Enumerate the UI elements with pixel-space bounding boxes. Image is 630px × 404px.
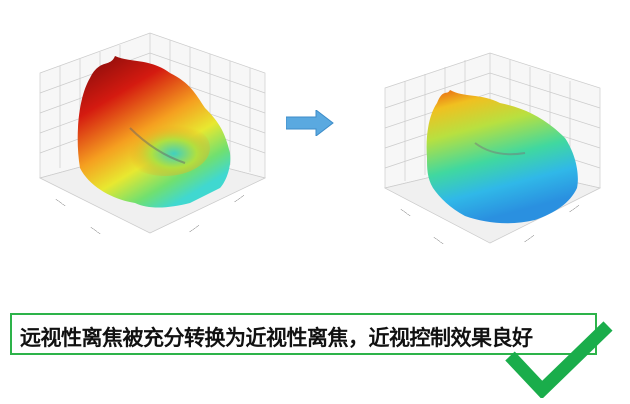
surface-plot-after: ——— ——— ——— ——— — [384, 52, 602, 246]
svg-text:———: ——— — [54, 197, 67, 208]
arrow-right-icon — [286, 110, 334, 136]
svg-text:———: ——— — [523, 233, 536, 244]
svg-text:———: ——— — [188, 223, 201, 234]
caption-text: 远视性离焦被充分转换为近视性离焦，近视控制效果良好 — [20, 326, 533, 350]
svg-text:———: ——— — [432, 235, 445, 246]
checkmark-icon — [505, 321, 613, 398]
surface-plot-before: ——— ——— ——— ——— — [39, 32, 267, 236]
svg-text:———: ——— — [399, 207, 412, 218]
svg-text:———: ——— — [568, 203, 581, 214]
caption-box: 远视性离焦被充分转换为近视性离焦，近视控制效果良好 — [10, 313, 597, 355]
svg-text:———: ——— — [233, 193, 246, 204]
svg-text:———: ——— — [89, 225, 102, 236]
surface-after — [426, 90, 578, 224]
